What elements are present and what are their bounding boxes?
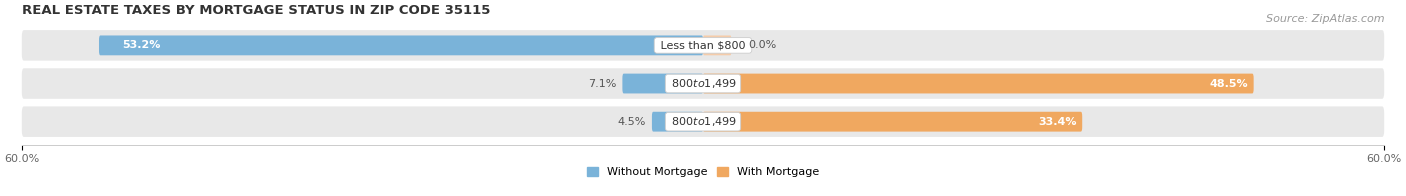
Text: 53.2%: 53.2% (122, 40, 160, 50)
Text: 33.4%: 33.4% (1038, 117, 1077, 127)
Text: 4.5%: 4.5% (617, 117, 647, 127)
FancyBboxPatch shape (21, 68, 1385, 99)
Text: 0.0%: 0.0% (748, 40, 776, 50)
Text: REAL ESTATE TAXES BY MORTGAGE STATUS IN ZIP CODE 35115: REAL ESTATE TAXES BY MORTGAGE STATUS IN … (21, 4, 491, 17)
Text: 48.5%: 48.5% (1209, 79, 1249, 89)
FancyBboxPatch shape (703, 74, 1254, 93)
Text: $800 to $1,499: $800 to $1,499 (668, 115, 738, 128)
FancyBboxPatch shape (652, 112, 703, 132)
Legend: Without Mortgage, With Mortgage: Without Mortgage, With Mortgage (582, 162, 824, 182)
FancyBboxPatch shape (623, 74, 703, 93)
Text: $800 to $1,499: $800 to $1,499 (668, 77, 738, 90)
Text: Source: ZipAtlas.com: Source: ZipAtlas.com (1267, 14, 1385, 24)
FancyBboxPatch shape (21, 106, 1385, 137)
Text: 7.1%: 7.1% (588, 79, 617, 89)
FancyBboxPatch shape (21, 30, 1385, 61)
Text: Less than $800: Less than $800 (657, 40, 749, 50)
FancyBboxPatch shape (98, 35, 703, 55)
FancyBboxPatch shape (703, 112, 1083, 132)
FancyBboxPatch shape (703, 35, 731, 55)
